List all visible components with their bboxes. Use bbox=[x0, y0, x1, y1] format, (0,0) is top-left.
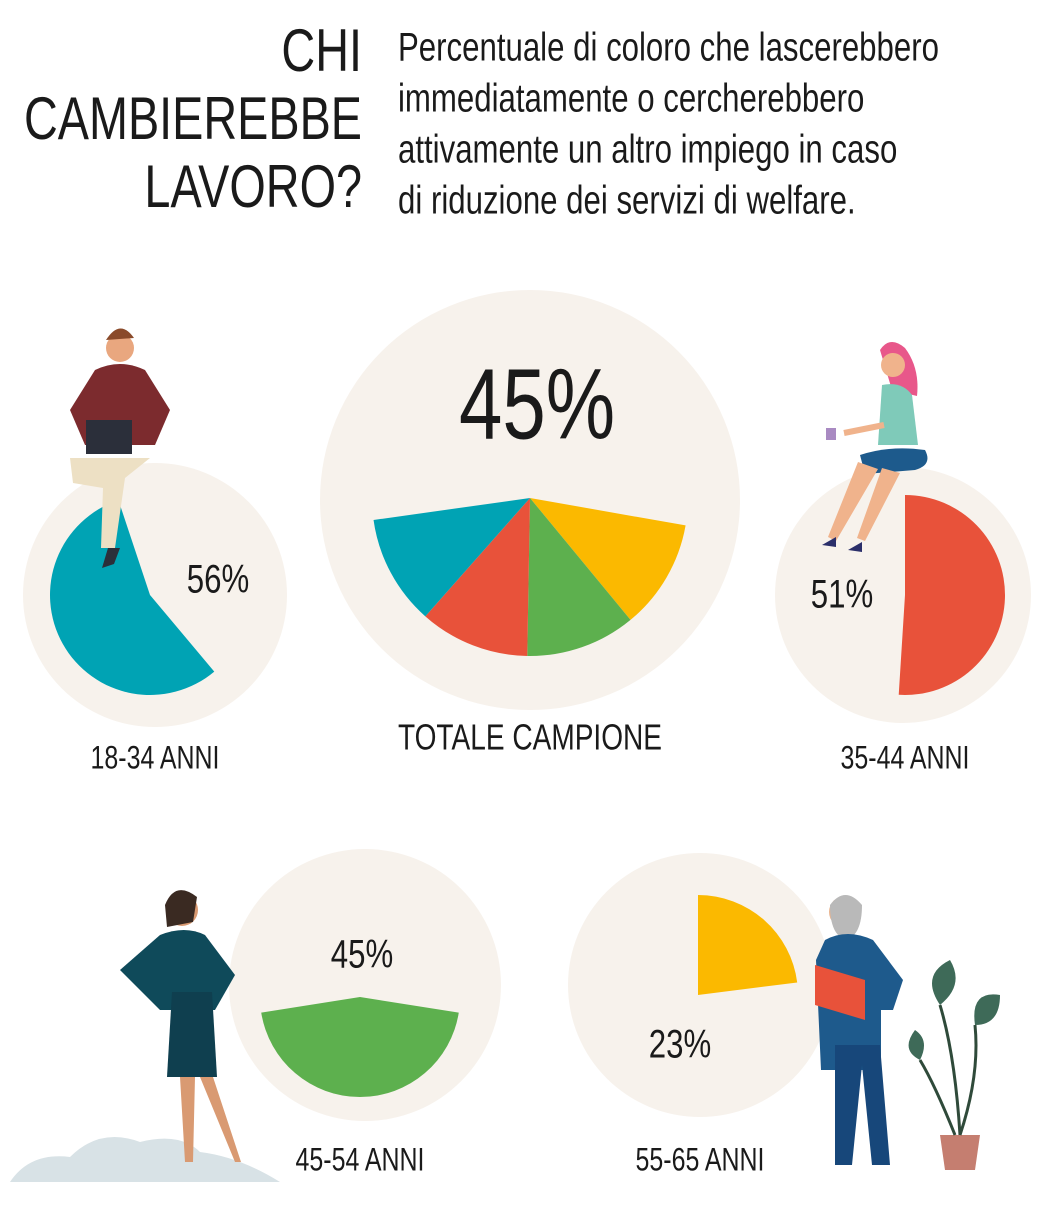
pie-slice bbox=[898, 495, 1005, 695]
subtitle-line: di riduzione dei servizi di welfare. bbox=[398, 178, 856, 223]
subtitle-line: immediatamente o cercherebbero bbox=[398, 76, 864, 121]
group-label: 18-34 ANNI bbox=[90, 741, 219, 777]
illustration-old-man bbox=[815, 895, 1000, 1170]
illustration-seated-woman bbox=[822, 341, 928, 552]
pie-slice bbox=[261, 997, 459, 1097]
percent-label: 45% bbox=[331, 932, 393, 977]
pie-slice bbox=[49, 500, 215, 695]
total-slice bbox=[527, 498, 631, 657]
title-line: CHI bbox=[281, 17, 362, 84]
total-slice bbox=[530, 498, 686, 620]
group-label: 45-54 ANNI bbox=[295, 1143, 424, 1179]
illustration-standing-woman bbox=[10, 890, 280, 1182]
pies bbox=[49, 495, 1005, 1097]
total-slice bbox=[373, 498, 530, 617]
pie-slice bbox=[698, 895, 798, 995]
total-slice bbox=[425, 498, 530, 656]
group-label: 35-44 ANNI bbox=[840, 741, 969, 777]
percent-label: 51% bbox=[811, 572, 873, 617]
title-line: CAMBIEREBBE bbox=[24, 85, 362, 152]
subtitle-line: attivamente un altro impiego in caso bbox=[398, 127, 897, 172]
percent-label: 56% bbox=[187, 557, 249, 602]
subtitle-line: Percentuale di coloro che lascerebbero bbox=[398, 25, 939, 70]
total-label: TOTALE CAMPIONE bbox=[398, 717, 662, 757]
total-percent: 45% bbox=[459, 349, 615, 461]
group-label: 55-65 ANNI bbox=[635, 1143, 764, 1179]
percent-label: 23% bbox=[649, 1022, 711, 1067]
title-line: LAVORO? bbox=[144, 153, 362, 220]
illustration-young-man bbox=[70, 328, 170, 568]
